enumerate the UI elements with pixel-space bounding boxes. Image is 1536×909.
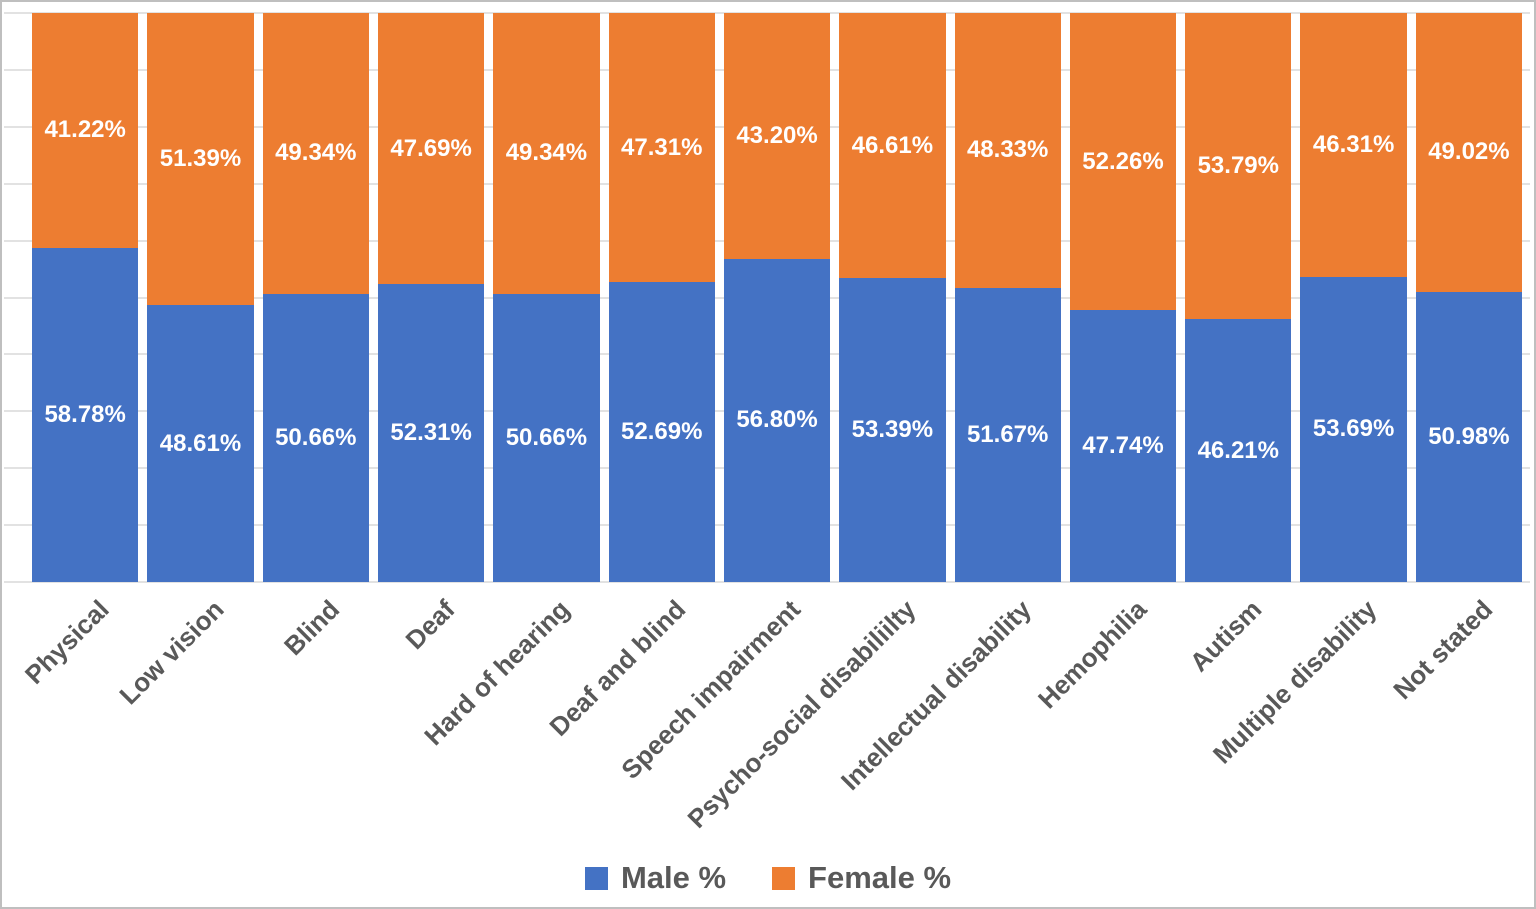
legend-item-female: Female % <box>772 860 951 896</box>
bar-segment-female: 49.02% <box>1415 13 1523 292</box>
bar-segment-male: 50.98% <box>1415 291 1523 582</box>
data-label-female: 51.39% <box>159 145 242 173</box>
bar-segment-male: 50.66% <box>262 293 369 582</box>
bar-segment-female: 49.34% <box>493 13 600 294</box>
data-label-female: 49.02% <box>1428 138 1510 166</box>
gridline <box>4 581 1530 583</box>
data-label-male: 48.61% <box>159 429 242 457</box>
category-label: Deaf <box>399 594 461 656</box>
category-label: Intellectual disability <box>834 594 1037 797</box>
bar-column: 41.22% 58.78% <box>32 13 139 582</box>
data-label-male: 56.80% <box>736 406 818 434</box>
bar-segment-male: 46.21% <box>1185 319 1292 582</box>
male-series-swatch <box>584 866 608 890</box>
bar-column: 46.61% 53.39% <box>839 13 946 582</box>
bar-column: 49.34% 50.66% <box>493 13 600 582</box>
bar-column: 48.33% 51.67% <box>954 13 1061 582</box>
legend-label-female: Female % <box>808 860 952 895</box>
bar-column: 51.39% 48.61% <box>147 13 254 582</box>
female-series-swatch <box>772 866 796 890</box>
data-label-male: 47.74% <box>1082 432 1164 460</box>
bar-segment-female: 49.34% <box>262 13 369 294</box>
data-label-female: 43.20% <box>736 121 818 149</box>
bar-segment-male: 52.31% <box>377 284 485 582</box>
data-label-female: 48.33% <box>966 136 1049 164</box>
plot-area: 41.22% 58.78% 51.39% 48.61% 49.34% 50.66% 47.6… <box>32 13 1523 582</box>
data-label-female: 52.26% <box>1082 147 1164 175</box>
data-label-male: 58.78% <box>44 400 126 428</box>
data-label-male: 50.66% <box>505 423 588 451</box>
legend-item-male: Male % <box>584 860 727 896</box>
bar-column: 43.20% 56.80% <box>723 13 831 582</box>
data-label-male: 51.67% <box>966 420 1049 448</box>
bar-column: 53.79% 46.21% <box>1185 13 1292 582</box>
bars-container: 41.22% 58.78% 51.39% 48.61% 49.34% 50.66% 47.6… <box>32 13 1523 582</box>
category-label: Autism <box>1183 594 1268 678</box>
bar-segment-female: 46.31% <box>1300 13 1407 277</box>
bar-column: 47.69% 52.31% <box>377 13 485 582</box>
bar-segment-female: 52.26% <box>1069 13 1177 311</box>
bar-column: 52.26% 47.74% <box>1069 13 1177 582</box>
bar-segment-male: 56.80% <box>723 258 831 582</box>
data-label-female: 49.34% <box>275 139 357 167</box>
bar-segment-male: 53.69% <box>1300 276 1407 582</box>
category-label: Low vision <box>113 594 230 711</box>
category-label: Hemophilia <box>1031 594 1153 715</box>
bar-segment-male: 53.39% <box>839 278 946 582</box>
bar-segment-male: 52.69% <box>608 282 715 582</box>
data-label-male: 52.31% <box>390 419 472 447</box>
data-label-female: 47.69% <box>390 134 472 162</box>
bar-segment-male: 50.66% <box>493 293 600 582</box>
category-label: Blind <box>277 594 345 662</box>
data-label-male: 50.98% <box>1428 422 1510 450</box>
bar-column: 49.02% 50.98% <box>1415 13 1523 582</box>
legend-label-male: Male % <box>620 860 727 895</box>
bar-segment-male: 51.67% <box>954 287 1061 582</box>
data-label-female: 46.61% <box>851 131 934 159</box>
data-label-female: 41.22% <box>44 116 126 144</box>
bar-segment-female: 48.33% <box>954 13 1061 288</box>
category-label: Psycho-social disabiliilty <box>681 594 922 834</box>
bar-segment-male: 48.61% <box>147 305 254 582</box>
bar-segment-male: 58.78% <box>32 247 139 582</box>
data-label-male: 46.21% <box>1197 436 1279 464</box>
bar-segment-female: 51.39% <box>147 13 254 306</box>
bar-segment-female: 53.79% <box>1185 13 1292 320</box>
bar-column: 47.31% 52.69% <box>608 13 715 582</box>
data-label-male: 50.66% <box>275 423 357 451</box>
data-label-female: 53.79% <box>1197 152 1279 180</box>
bar-segment-female: 41.22% <box>32 13 139 248</box>
data-label-female: 49.34% <box>505 139 588 167</box>
bar-segment-female: 47.31% <box>608 13 715 283</box>
bar-segment-female: 43.20% <box>723 13 831 259</box>
data-label-male: 53.69% <box>1312 415 1395 443</box>
bar-column: 46.31% 53.69% <box>1300 13 1407 582</box>
bar-segment-female: 47.69% <box>377 13 485 285</box>
legend: Male % Female % <box>2 848 1534 907</box>
data-label-male: 53.39% <box>851 416 934 444</box>
bar-segment-male: 47.74% <box>1069 310 1177 582</box>
category-label: Not stated <box>1386 594 1499 706</box>
bar-column: 49.34% 50.66% <box>262 13 369 582</box>
data-label-male: 52.69% <box>621 418 703 446</box>
data-label-female: 46.31% <box>1312 130 1395 158</box>
bar-segment-female: 46.61% <box>839 13 946 279</box>
category-label: Physical <box>18 594 115 690</box>
data-label-female: 47.31% <box>621 133 703 161</box>
